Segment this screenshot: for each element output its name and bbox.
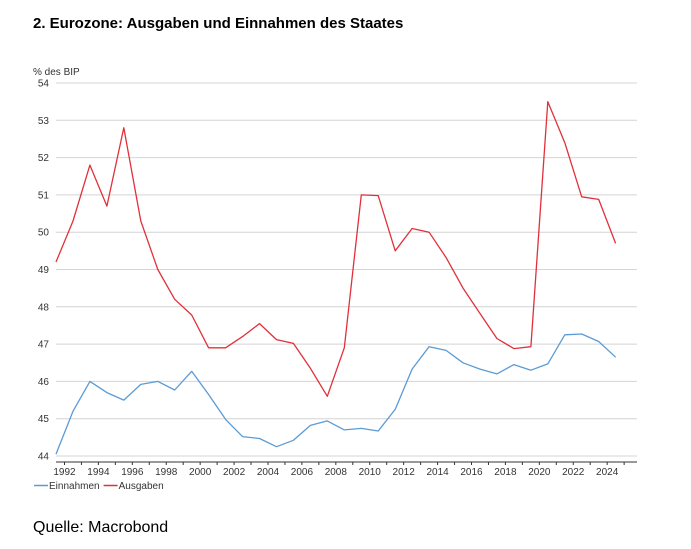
x-tick-label: 2008: [325, 467, 348, 478]
y-tick-label: 45: [38, 414, 50, 425]
series-line-ausgaben: [55, 101, 617, 397]
x-tick-label: 2000: [189, 467, 212, 478]
x-tick-label: 1994: [87, 467, 110, 478]
x-tick-label: 2002: [223, 467, 246, 478]
legend-label-ausgaben: Ausgaben: [119, 481, 164, 492]
y-tick-label: 48: [38, 302, 50, 313]
x-tick-label: 2014: [426, 467, 449, 478]
x-tick-label: 2006: [291, 467, 314, 478]
grid-lines: [56, 82, 637, 457]
y-tick-label: 49: [38, 265, 50, 276]
source-note: Quelle: Macrobond: [33, 519, 169, 536]
x-tick-label: 2012: [393, 467, 416, 478]
series-lines: [55, 101, 617, 455]
y-tick-label: 51: [38, 190, 50, 201]
y-tick-label: 52: [38, 153, 50, 164]
x-tick-label: 1996: [121, 467, 144, 478]
y-tick-label: 44: [38, 452, 50, 463]
x-tick-label: 2010: [359, 467, 382, 478]
legend-label-einnahmen: Einnahmen: [49, 481, 100, 492]
x-tick-label: 1992: [53, 467, 76, 478]
x-tick-label: 2022: [562, 467, 585, 478]
x-axis: 1992 1994 1996 1998 2000 2002 2004 2006 2008 2010…: [53, 461, 637, 478]
chart-title: 2. Eurozone: Ausgaben und Einnahmen des …: [33, 15, 404, 32]
x-tick-label: 1998: [155, 467, 178, 478]
y-tick-label: 53: [38, 116, 50, 127]
x-tick-label: 2004: [257, 467, 280, 478]
y-tick-label: 47: [38, 340, 50, 351]
y-tick-label: 50: [38, 228, 50, 239]
y-tick-label: 46: [38, 377, 50, 388]
x-tick-label: 2018: [494, 467, 517, 478]
series-line-einnahmen: [55, 333, 617, 455]
y-axis-ticks: 44 45 46 47 48 49 50 51 52 53 54: [38, 79, 50, 463]
y-axis-unit-label: % des BIP: [33, 67, 80, 78]
legend: Einnahmen Ausgaben: [34, 481, 164, 492]
x-tick-label: 2020: [528, 467, 551, 478]
x-tick-label: 2016: [460, 467, 483, 478]
y-tick-label: 54: [38, 79, 50, 90]
x-tick-label: 2024: [596, 467, 619, 478]
